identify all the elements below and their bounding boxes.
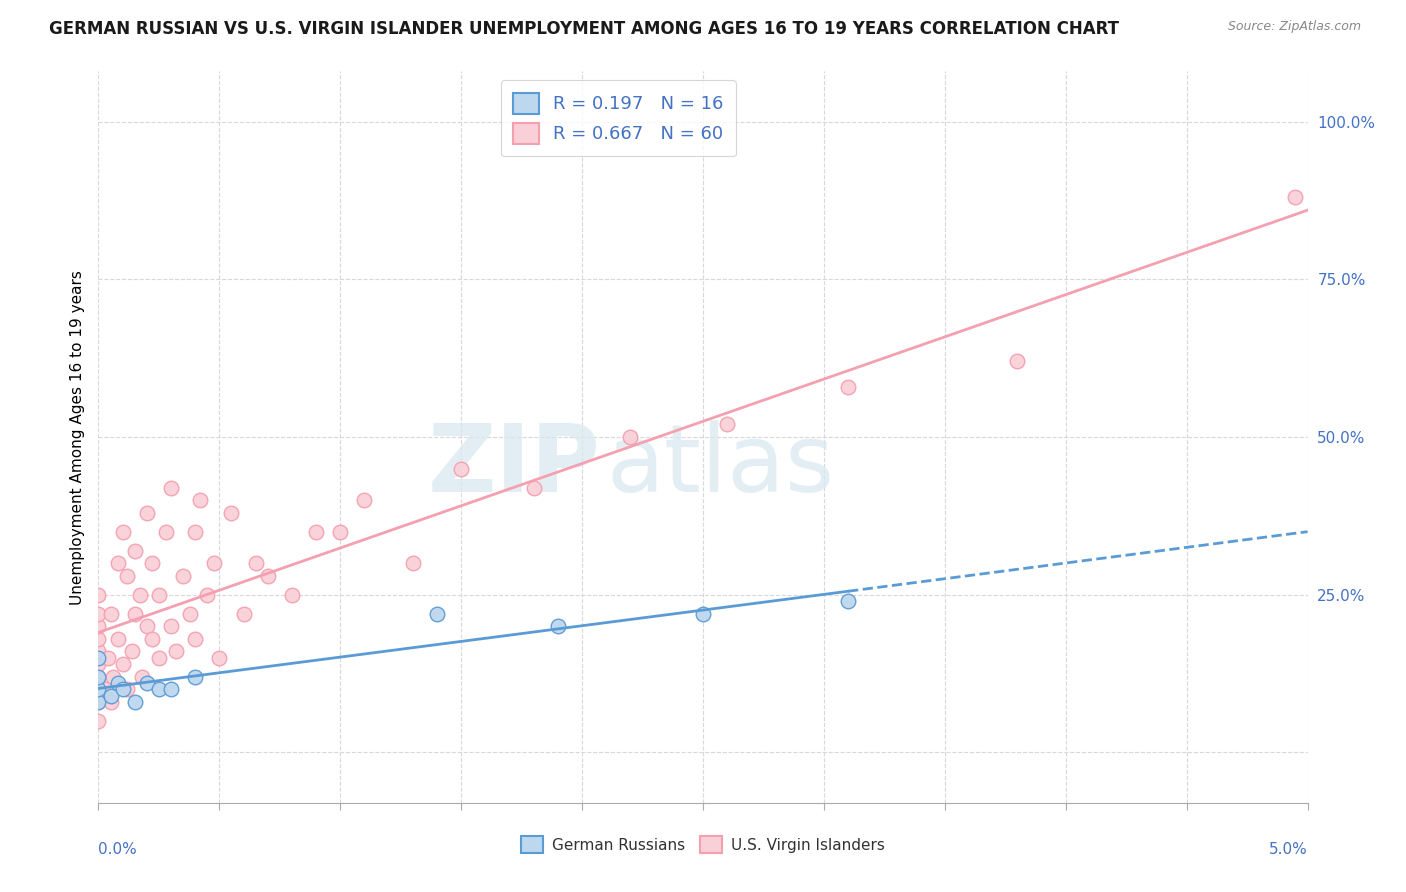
Point [107,632,129,646]
Point [184,670,207,684]
Point [97,650,120,665]
Point [837,594,859,608]
Point [100,689,122,703]
Point [221,506,243,520]
Point [165,644,187,658]
Point [837,379,859,393]
Point [87,619,110,633]
Point [619,430,641,444]
Point [124,543,146,558]
Point [87,607,110,621]
Text: 0.0%: 0.0% [98,842,138,856]
Point [692,607,714,621]
Point [117,682,139,697]
Text: 5.0%: 5.0% [1268,842,1308,856]
Point [184,524,207,539]
Text: atlas: atlas [606,420,835,512]
Point [87,632,110,646]
Point [204,556,226,570]
Point [1007,354,1029,368]
Point [160,619,183,633]
Point [87,682,110,697]
Y-axis label: Unemployment Among Ages 16 to 19 years: Unemployment Among Ages 16 to 19 years [69,269,84,605]
Point [87,695,110,709]
Point [232,607,254,621]
Point [87,714,110,728]
Point [195,588,218,602]
Point [128,588,150,602]
Point [716,417,738,432]
Point [188,493,211,508]
Point [141,632,163,646]
Point [100,695,122,709]
Point [450,461,472,475]
Point [87,670,110,684]
Point [131,670,153,684]
Point [148,588,170,602]
Point [87,682,110,697]
Point [107,676,129,690]
Point [208,650,231,665]
Point [87,657,110,671]
Point [547,619,569,633]
Point [329,524,352,539]
Point [135,506,157,520]
Legend: German Russians, U.S. Virgin Islanders: German Russians, U.S. Virgin Islanders [513,828,893,861]
Text: Source: ZipAtlas.com: Source: ZipAtlas.com [1227,20,1361,33]
Point [135,676,157,690]
Text: GERMAN RUSSIAN VS U.S. VIRGIN ISLANDER UNEMPLOYMENT AMONG AGES 16 TO 19 YEARS CO: GERMAN RUSSIAN VS U.S. VIRGIN ISLANDER U… [49,20,1119,37]
Point [121,644,143,658]
Point [148,682,170,697]
Point [256,569,278,583]
Point [87,644,110,658]
Point [124,695,146,709]
Point [141,556,163,570]
Point [184,632,207,646]
Point [124,607,146,621]
Point [100,607,122,621]
Point [160,682,183,697]
Point [426,607,449,621]
Point [1284,190,1306,204]
Point [101,670,124,684]
Point [402,556,425,570]
Point [160,481,183,495]
Point [179,607,201,621]
Point [111,657,134,671]
Point [87,588,110,602]
Point [523,481,546,495]
Point [172,569,194,583]
Point [87,650,110,665]
Point [87,670,110,684]
Point [107,556,129,570]
Point [245,556,267,570]
Point [87,695,110,709]
Point [111,524,134,539]
Point [117,569,139,583]
Point [135,619,157,633]
Text: ZIP: ZIP [427,420,600,512]
Point [94,682,117,697]
Point [305,524,328,539]
Point [353,493,375,508]
Point [148,650,170,665]
Point [281,588,304,602]
Point [155,524,177,539]
Point [111,682,134,697]
